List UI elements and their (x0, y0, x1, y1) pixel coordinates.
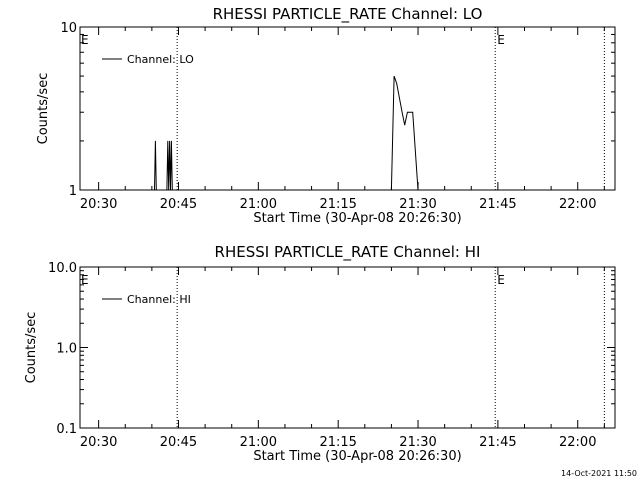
y-tick-label: 1 (69, 184, 77, 199)
y-tick-label: 10.0 (48, 261, 77, 276)
plot-channel-hi: RHESSI PARTICLE_RATE Channel: HI 20:30 20:… (24, 243, 616, 464)
eclipse-marker-label: E (497, 33, 505, 47)
x-axis-label: Start Time (30-Apr-08 20:26:30) (253, 449, 461, 464)
x-tick-label: 21:15 (319, 197, 356, 212)
x-tick-label: 20:45 (160, 435, 197, 450)
eclipse-marker-label: E (81, 273, 89, 287)
y-tick-label: 10 (60, 21, 77, 36)
eclipse-marker-label: E (497, 273, 505, 287)
chart-title: RHESSI PARTICLE_RATE Channel: LO (213, 5, 483, 24)
y-axis-label: Counts/sec (36, 73, 51, 145)
plot-frame (79, 26, 616, 191)
y-tick-label: 1.0 (56, 342, 77, 357)
chart-title: RHESSI PARTICLE_RATE Channel: HI (215, 243, 481, 262)
x-axis-label: Start Time (30-Apr-08 20:26:30) (253, 211, 461, 226)
plot-frame (79, 266, 616, 429)
y-tick-label: 0.1 (56, 422, 77, 437)
x-tick-label: 21:45 (479, 197, 516, 212)
y-axis-label: Counts/sec (24, 312, 39, 384)
footer-timestamp: 14-Oct-2021 11:50 (561, 469, 637, 478)
eclipse-marker-label: E (81, 33, 89, 47)
x-tick-label: 21:00 (240, 197, 277, 212)
legend-label: Channel: LO (127, 53, 194, 66)
x-tick-label: 20:30 (80, 197, 117, 212)
x-tick-label: 22:00 (559, 197, 596, 212)
x-tick-label: 21:45 (479, 435, 516, 450)
x-tick-label: 21:00 (240, 435, 277, 450)
series-line-1 (154, 75, 419, 191)
plot-channel-lo: RHESSI PARTICLE_RATE Channel: LO 20:30 20:… (36, 5, 616, 226)
legend-label: Channel: HI (127, 293, 191, 306)
x-tick-label: 22:00 (559, 435, 596, 450)
x-tick-label: 21:30 (399, 435, 436, 450)
x-tick-label: 20:45 (160, 197, 197, 212)
x-tick-label: 20:30 (80, 435, 117, 450)
x-tick-label: 21:15 (319, 435, 356, 450)
x-tick-label: 21:30 (399, 197, 436, 212)
